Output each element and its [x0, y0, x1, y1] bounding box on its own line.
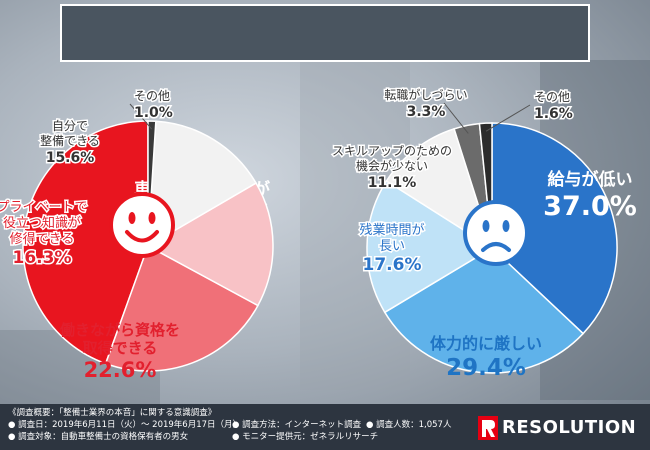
survey-method: ● 調査方法：インターネット調査 — [232, 420, 362, 430]
slice-label-0-1: 取得できる — [83, 339, 158, 357]
slice-label-0-4: その他 — [134, 89, 170, 103]
slice-value-1-3: 11.1% — [368, 175, 417, 191]
pie-slice-0-0 — [22, 120, 149, 365]
sad-face-icon — [463, 200, 529, 266]
leader-line-1-4 — [443, 102, 469, 134]
slice-label-1-2: 残業時間が — [359, 222, 424, 238]
slice-label-0-1: 働きながら資格を — [59, 321, 180, 339]
brand-name: RESOLUTION — [502, 417, 637, 438]
survey-date: ● 調査日：2019年6月11日（火）〜 2019年6月17日（月） — [8, 420, 242, 430]
slice-value-1-5: 1.6% — [534, 106, 573, 122]
survey-provider: ● モニター提供元：ゼネラルリサーチ — [232, 432, 379, 442]
slice-label-0-2: 役立つ知識が — [3, 215, 81, 231]
slice-label-1-3: スキルアップのための — [332, 144, 452, 158]
slice-value-0-1: 22.6% — [84, 358, 157, 382]
slice-value-1-2: 17.6% — [363, 255, 422, 275]
slice-label-1-4: 転職がしづらい — [384, 87, 467, 102]
pie-slice-1-2 — [366, 179, 494, 314]
pie-slice-0-3 — [147, 120, 258, 248]
leader-line-1-5 — [485, 104, 531, 132]
footer — [0, 404, 650, 450]
slice-value-0-2: 16.3% — [13, 248, 72, 268]
pie-slice-1-3 — [385, 127, 494, 250]
slice-label-0-3: 自分で — [52, 119, 88, 133]
pie-slice-0-2 — [146, 182, 274, 307]
slice-label-1-2: 長い — [379, 239, 405, 254]
pie-slice-1-1 — [383, 247, 585, 374]
survey-overview: 《調査概要：「整備士業界の本音」に関する意識調査》 — [8, 408, 217, 418]
pie-slice-1-0 — [491, 122, 618, 335]
slice-label-1-1: 体力的に厳しい — [430, 334, 542, 353]
survey-target: ● 調査対象：自動車整備士の資格保有者の男女 — [8, 432, 189, 442]
slice-value-0-3: 15.6% — [46, 150, 95, 166]
slice-value-1-1: 29.4% — [446, 355, 526, 381]
leader-line-0-4 — [129, 103, 153, 130]
slice-label-0-2: プライベートで — [0, 200, 88, 215]
slice-label-1-5: その他 — [534, 90, 570, 104]
slice-label-0-3: 整備できる — [40, 133, 100, 148]
survey-respondents: ● 調査人数：1,057人 — [366, 420, 452, 430]
slice-value-1-0: 37.0% — [543, 191, 637, 222]
pie-slice-0-1 — [104, 244, 259, 372]
smile-face-icon — [109, 192, 175, 258]
slice-label-1-0: 給与が低い — [548, 169, 633, 190]
slice-value-0-4: 1.0% — [134, 105, 173, 121]
slice-label-1-3: 機会が少ない — [356, 158, 428, 173]
chart-title — [60, 4, 590, 62]
slice-label-0-2: 修得できる — [10, 231, 75, 247]
resolution-logo-icon — [478, 416, 498, 440]
leader-line-1-3 — [409, 155, 421, 172]
slice-value-1-4: 3.3% — [407, 104, 446, 120]
